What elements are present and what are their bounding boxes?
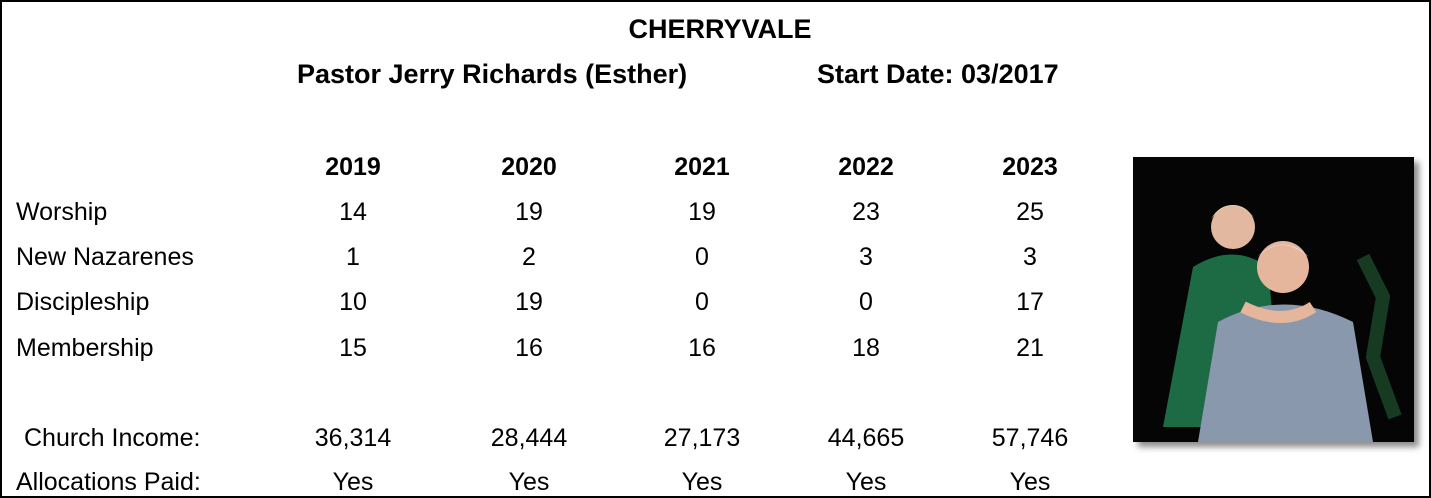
cell: 36,314 — [315, 423, 391, 453]
cell: 14 — [339, 197, 367, 227]
column-header: 2023 — [1002, 152, 1058, 182]
cell: 17 — [1016, 287, 1044, 317]
cell: 25 — [1016, 197, 1044, 227]
row-label: Discipleship — [16, 287, 149, 317]
column-header: 2019 — [325, 152, 381, 182]
cell: 0 — [695, 287, 709, 317]
row-label: Worship — [16, 197, 107, 227]
cell: 15 — [339, 333, 367, 363]
cell: Yes — [509, 467, 550, 497]
cell: Yes — [846, 467, 887, 497]
cell: 28,444 — [491, 423, 567, 453]
photo — [1133, 157, 1414, 442]
cell: 21 — [1016, 333, 1044, 363]
row-label: New Nazarenes — [16, 242, 194, 272]
cell: Yes — [682, 467, 723, 497]
cell: Yes — [333, 467, 374, 497]
column-header: 2022 — [838, 152, 894, 182]
page: CHERRYVALE Pastor Jerry Richards (Esther… — [0, 0, 1431, 498]
title: CHERRYVALE — [628, 14, 811, 44]
pastor: Pastor Jerry Richards (Esther) — [297, 59, 687, 89]
cell: 19 — [688, 197, 716, 227]
column-header: 2020 — [501, 152, 557, 182]
cell: 16 — [688, 333, 716, 363]
cell: 0 — [859, 287, 873, 317]
cell: 23 — [852, 197, 880, 227]
cell: 16 — [515, 333, 543, 363]
cell: 44,665 — [828, 423, 904, 453]
cell: 27,173 — [664, 423, 740, 453]
cell: Yes — [1010, 467, 1051, 497]
cell: 10 — [339, 287, 367, 317]
cell: 2 — [522, 242, 536, 272]
cell: 19 — [515, 197, 543, 227]
column-header: 2021 — [674, 152, 730, 182]
cell: 57,746 — [992, 423, 1068, 453]
cell: 3 — [1023, 242, 1037, 272]
cell: 19 — [515, 287, 543, 317]
cell: 0 — [695, 242, 709, 272]
photo-art — [1133, 157, 1414, 442]
row-label: Membership — [16, 333, 154, 363]
cell: 18 — [852, 333, 880, 363]
start-date: Start Date: 03/2017 — [817, 59, 1059, 89]
cell: 3 — [859, 242, 873, 272]
row-label: Allocations Paid: — [16, 467, 201, 497]
cell: 1 — [346, 242, 360, 272]
row-label: Church Income: — [24, 423, 200, 453]
